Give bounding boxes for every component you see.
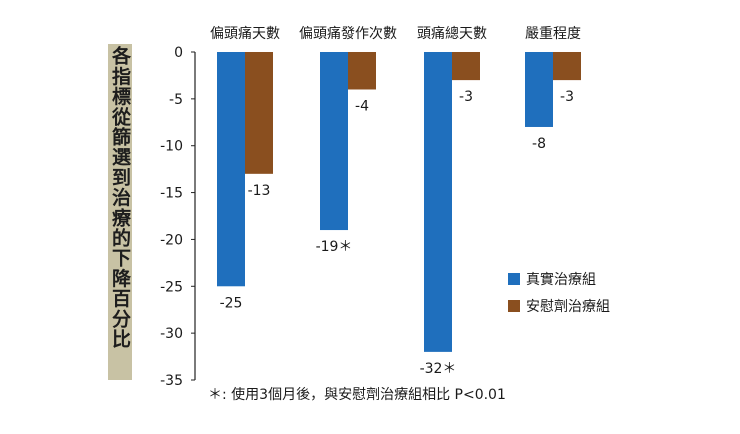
y-axis-label: 各指標從篩選到治療的下降百分比 bbox=[109, 46, 131, 349]
data-label: -3 bbox=[459, 89, 473, 105]
y-axis-label-background bbox=[108, 44, 132, 380]
data-label: -8 bbox=[532, 136, 546, 152]
category-label: 偏頭痛天數 bbox=[210, 25, 280, 42]
category-label: 偏頭痛發作次數 bbox=[299, 25, 397, 42]
y-tick-label: -10 bbox=[160, 139, 183, 155]
bar-placebo bbox=[245, 52, 273, 174]
bar-active bbox=[525, 52, 553, 127]
legend-swatch bbox=[508, 300, 520, 312]
y-tick-label: -35 bbox=[160, 373, 183, 389]
legend-label: 真實治療組 bbox=[526, 271, 596, 288]
bar-active bbox=[424, 52, 452, 352]
y-tick-label: -30 bbox=[160, 326, 183, 342]
bar-active bbox=[217, 52, 245, 287]
y-tick-label: -25 bbox=[160, 279, 183, 295]
data-label: -4 bbox=[355, 98, 369, 114]
data-label: -13 bbox=[248, 183, 271, 199]
data-label: -19＊ bbox=[316, 239, 353, 255]
data-label: -25 bbox=[220, 295, 243, 311]
bar-placebo bbox=[348, 52, 376, 90]
y-tick-label: 0 bbox=[174, 45, 183, 61]
bar-placebo bbox=[452, 52, 480, 81]
legend-swatch bbox=[508, 273, 520, 285]
y-tick-label: -5 bbox=[169, 92, 183, 108]
bar-active bbox=[320, 52, 348, 231]
footnote: ＊: 使用3個月後，與安慰劑治療組相比 P<0.01 bbox=[208, 386, 506, 403]
category-label: 頭痛總天數 bbox=[417, 25, 487, 42]
category-label: 嚴重程度 bbox=[525, 26, 581, 42]
y-tick-label: -15 bbox=[160, 186, 183, 202]
bar-placebo bbox=[553, 52, 581, 81]
legend-label: 安慰劑治療組 bbox=[526, 298, 610, 315]
data-label: -32＊ bbox=[420, 361, 457, 377]
data-label: -3 bbox=[560, 89, 574, 105]
y-tick-label: -20 bbox=[160, 232, 183, 248]
